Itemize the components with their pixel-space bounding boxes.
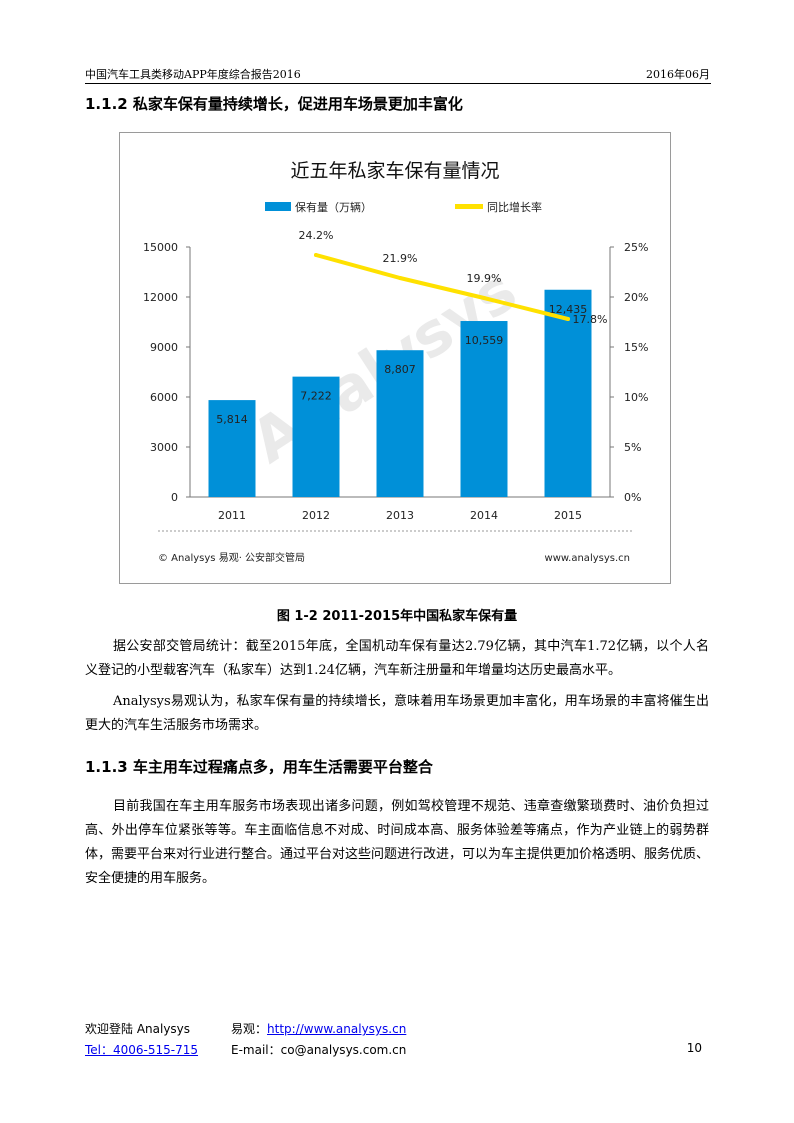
y-right-tick-label: 15% <box>624 341 648 354</box>
x-tick-label: 2015 <box>554 509 582 522</box>
y-right-tick-label: 25% <box>624 241 648 254</box>
y-right-tick-label: 0% <box>624 491 641 504</box>
growth-rate-label: 17.8% <box>573 313 608 326</box>
legend-label-bar: 保有量（万辆） <box>295 200 372 214</box>
y-left-tick-label: 12000 <box>143 291 178 304</box>
y-left-tick-label: 9000 <box>150 341 178 354</box>
y-left-tick-label: 15000 <box>143 241 178 254</box>
bar-data-label: 12,435 <box>549 303 588 316</box>
section-heading-1-1-3: 1.1.3 车主用车过程痛点多，用车生活需要平台整合 <box>85 758 433 776</box>
legend-label-line: 同比增长率 <box>487 200 542 214</box>
y-left-tick-label: 0 <box>171 491 178 504</box>
paragraph-pain-points: 目前我国在车主用车服务市场表现出诸多问题，例如驾校管理不规范、违章查缴繁琐费时、… <box>85 799 710 886</box>
chart-title: 近五年私家车保有量情况 <box>290 160 499 182</box>
paragraph-statistics: 据公安部交管局统计：截至2015年底，全国机动车保有量达2.79亿辆，其中汽车1… <box>85 639 709 678</box>
footer-welcome: 欢迎登陆 Analysys <box>85 1022 191 1036</box>
running-header-title: 中国汽车工具类移动APP年度综合报告2016 <box>85 68 301 81</box>
chart-source-left: © Analysys 易观· 公安部交管局 <box>158 551 305 564</box>
growth-rate-point <box>482 296 486 300</box>
growth-rate-label: 19.9% <box>467 272 502 285</box>
private-car-chart: 近五年私家车保有量情况保有量（万辆）同比增长率Analysys030006000… <box>143 160 648 564</box>
x-tick-label: 2013 <box>386 509 414 522</box>
section-heading-1-1-2: 1.1.2 私家车保有量持续增长，促进用车场景更加丰富化 <box>85 95 463 113</box>
bar-2012 <box>292 376 340 497</box>
y-left-tick-label: 6000 <box>150 391 178 404</box>
bar-data-label: 7,222 <box>300 390 332 403</box>
growth-rate-point <box>398 276 402 280</box>
bar-data-label: 5,814 <box>216 413 248 426</box>
footer-tel-link[interactable]: Tel：4006-515-715 <box>85 1043 199 1057</box>
x-tick-label: 2014 <box>470 509 498 522</box>
bar-data-label: 10,559 <box>465 334 504 347</box>
growth-rate-label: 24.2% <box>299 229 334 242</box>
page-number: 10 <box>686 1041 702 1055</box>
growth-rate-point <box>566 317 570 321</box>
legend-swatch-line <box>455 204 483 209</box>
footer-email: E-mail：co@analysys.com.cn <box>231 1043 407 1057</box>
footer-website-link[interactable]: http://www.analysys.cn <box>267 1022 407 1036</box>
y-right-tick-label: 20% <box>624 291 648 304</box>
x-tick-label: 2011 <box>218 509 246 522</box>
growth-rate-line <box>314 253 570 321</box>
y-left-tick-label: 3000 <box>150 441 178 454</box>
x-tick-label: 2012 <box>302 509 330 522</box>
chart-source-right: www.analysys.cn <box>545 553 630 564</box>
bar-2014 <box>460 321 508 497</box>
bar-2011 <box>208 400 256 497</box>
y-right-tick-label: 10% <box>624 391 648 404</box>
header-rule <box>85 83 711 84</box>
y-right-tick-label: 5% <box>624 441 641 454</box>
chart-frame: 近五年私家车保有量情况保有量（万辆）同比增长率Analysys030006000… <box>119 132 671 584</box>
bar-data-label: 8,807 <box>384 363 416 376</box>
bar-2013 <box>376 350 424 497</box>
running-header-date: 2016年06月 <box>646 68 710 81</box>
growth-rate-point <box>314 253 318 257</box>
bar-2015 <box>544 289 592 497</box>
paragraph-analysys-view: Analysys易观认为，私家车保有量的持续增长，意味着用车场景更加丰富化，用车… <box>85 694 709 733</box>
footer-yiguan-label: 易观： <box>231 1022 268 1036</box>
figure-caption: 图 1-2 2011-2015年中国私家车保有量 <box>276 609 518 624</box>
legend-swatch-bar <box>265 202 291 211</box>
growth-rate-label: 21.9% <box>383 252 418 265</box>
